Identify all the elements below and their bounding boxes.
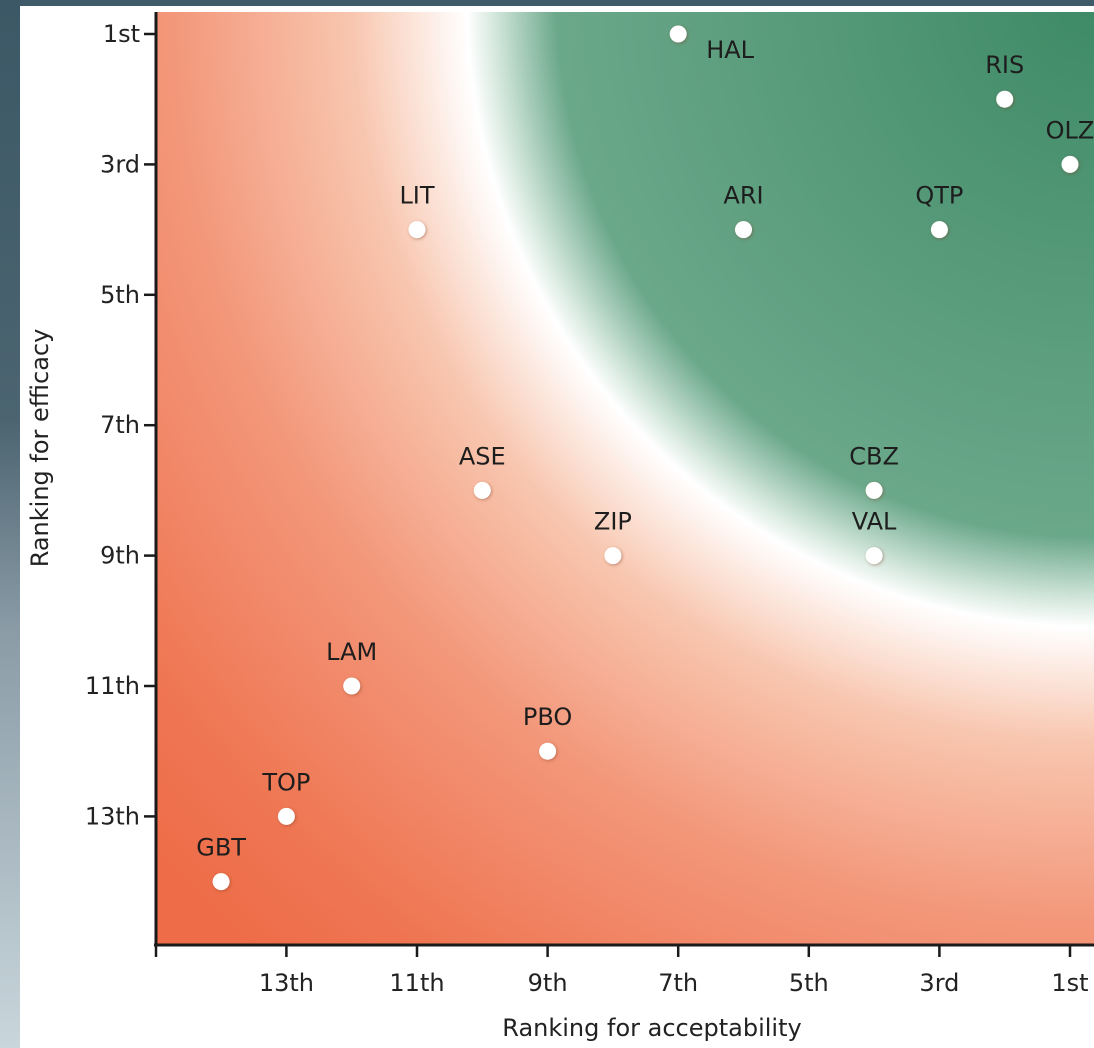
y-axis-title: Ranking for efficacy bbox=[26, 329, 54, 568]
data-point-gbt bbox=[212, 873, 230, 891]
data-point-cbz bbox=[865, 481, 883, 499]
data-point-lam bbox=[343, 677, 361, 695]
point-label-val: VAL bbox=[852, 508, 897, 536]
y-tick-label: 13th bbox=[85, 802, 140, 830]
point-label-ari: ARI bbox=[723, 182, 763, 210]
point-label-gbt: GBT bbox=[196, 834, 246, 862]
point-label-ase: ASE bbox=[459, 442, 506, 470]
y-tick-label: 7th bbox=[100, 411, 140, 439]
data-point-zip bbox=[604, 547, 622, 565]
point-label-cbz: CBZ bbox=[849, 442, 899, 470]
x-tick-label: 1st bbox=[1051, 969, 1088, 997]
background-edge-top bbox=[0, 0, 1094, 6]
x-axis-title: Ranking for acceptability bbox=[502, 1014, 801, 1042]
point-label-ris: RIS bbox=[985, 51, 1024, 79]
point-label-qtp: QTP bbox=[915, 182, 963, 210]
data-point-qtp bbox=[930, 221, 948, 239]
x-tick-label: 13th bbox=[259, 969, 314, 997]
point-label-lit: LIT bbox=[399, 182, 434, 210]
x-tick-label: 9th bbox=[528, 969, 568, 997]
y-tick-label: 11th bbox=[85, 672, 140, 700]
point-label-zip: ZIP bbox=[594, 508, 632, 536]
y-tick-label: 9th bbox=[100, 542, 140, 570]
point-label-olz: OLZ bbox=[1046, 116, 1094, 144]
plot-background bbox=[156, 12, 1094, 945]
data-point-val bbox=[865, 547, 883, 565]
data-point-lit bbox=[408, 221, 426, 239]
data-point-olz bbox=[1061, 155, 1079, 173]
data-point-top bbox=[277, 807, 295, 825]
background-edge-left bbox=[0, 0, 20, 1048]
data-point-hal bbox=[669, 25, 687, 43]
data-point-pbo bbox=[539, 742, 557, 760]
y-tick-label: 3rd bbox=[100, 150, 140, 178]
y-axis: 1st 3rd 5th 7th 9th 11th 13th bbox=[85, 12, 158, 945]
y-tick-label: 5th bbox=[100, 281, 140, 309]
data-point-ase bbox=[473, 481, 491, 499]
x-tick-label: 5th bbox=[789, 969, 829, 997]
point-label-top: TOP bbox=[261, 768, 310, 796]
data-point-ari bbox=[735, 221, 752, 239]
point-label-hal: HAL bbox=[706, 36, 754, 64]
point-label-pbo: PBO bbox=[523, 703, 572, 731]
x-tick-label: 7th bbox=[658, 969, 698, 997]
x-tick-label: 3rd bbox=[919, 969, 959, 997]
y-tick-label: 1st bbox=[103, 20, 140, 48]
x-tick-label: 11th bbox=[389, 969, 444, 997]
data-point-ris bbox=[996, 90, 1014, 108]
point-label-lam: LAM bbox=[326, 638, 377, 666]
x-axis: 13th 11th 9th 7th 5th 3rd 1st bbox=[154, 943, 1094, 997]
data-points: HAL RIS OLZ LIT ARI QTP ASE CBZ ZIP VAL LAM PBO TOP G… bbox=[196, 25, 1094, 891]
